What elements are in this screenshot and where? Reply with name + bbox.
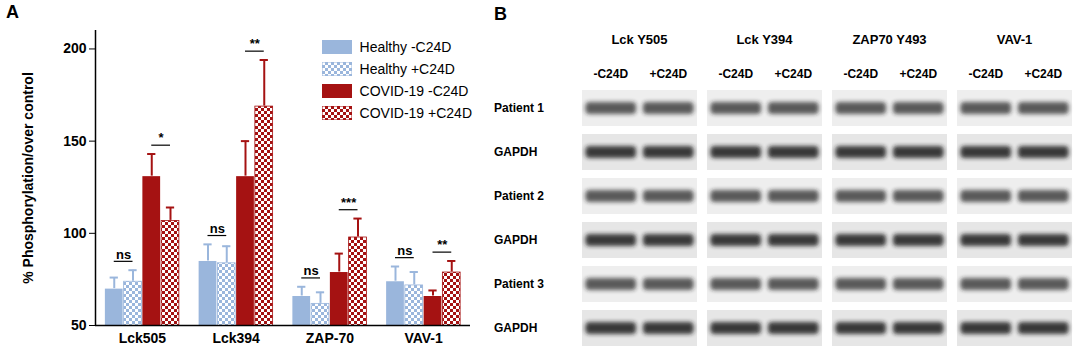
- svg-text:Lck Y394: Lck Y394: [736, 32, 793, 47]
- html-text:COVID-19 -C24D: COVID-19 -C24D: [359, 83, 469, 99]
- svg-text:**: **: [250, 36, 261, 51]
- svg-text:ns: ns: [397, 243, 412, 258]
- svg-text:Patient 2: Patient 2: [494, 189, 544, 203]
- svg-text:**: **: [437, 237, 448, 252]
- svg-text:+C24D: +C24D: [1024, 67, 1062, 81]
- html-text:Healthy +C24D: Healthy +C24D: [359, 61, 455, 77]
- svg-text:ZAP-70: ZAP-70: [306, 330, 354, 346]
- svg-text:+C24D: +C24D: [774, 67, 812, 81]
- svg-text:B: B: [494, 4, 507, 24]
- svg-text:50: 50: [71, 317, 87, 333]
- svg-text:+C24D: +C24D: [649, 67, 687, 81]
- svg-text:ns: ns: [116, 246, 131, 261]
- svg-text:***: ***: [341, 195, 357, 210]
- svg-text:GAPDH: GAPDH: [494, 233, 537, 247]
- svg-text:VAV-1: VAV-1: [404, 330, 443, 346]
- svg-text:ZAP70 Y493: ZAP70 Y493: [852, 32, 926, 47]
- svg-text:Patient 3: Patient 3: [494, 277, 544, 291]
- svg-text:-C24D: -C24D: [968, 67, 1003, 81]
- svg-text:% Phosphorylation/over control: % Phosphorylation/over control: [20, 72, 36, 284]
- html-text:COVID-19 +C24D: COVID-19 +C24D: [359, 105, 472, 121]
- svg-text:Lck394: Lck394: [212, 330, 260, 346]
- svg-text:VAV-1: VAV-1: [997, 32, 1033, 47]
- svg-text:100: 100: [63, 225, 87, 241]
- svg-text:Patient 1: Patient 1: [494, 101, 544, 115]
- svg-text:-C24D: -C24D: [843, 67, 878, 81]
- svg-text:Lck505: Lck505: [119, 330, 167, 346]
- svg-text:GAPDH: GAPDH: [494, 145, 537, 159]
- svg-text:Lck Y505: Lck Y505: [611, 32, 667, 47]
- svg-text:+C24D: +C24D: [899, 67, 937, 81]
- svg-text:150: 150: [63, 133, 87, 149]
- svg-text:-C24D: -C24D: [593, 67, 628, 81]
- svg-text:*: *: [159, 130, 165, 145]
- svg-text:ns: ns: [304, 263, 319, 278]
- svg-text:ns: ns: [210, 221, 225, 236]
- html-text:A: A: [6, 2, 19, 22]
- svg-text:GAPDH: GAPDH: [494, 321, 537, 335]
- svg-text:-C24D: -C24D: [718, 67, 753, 81]
- html-text:Healthy -C24D: Healthy -C24D: [359, 39, 452, 55]
- svg-text:200: 200: [63, 40, 87, 56]
